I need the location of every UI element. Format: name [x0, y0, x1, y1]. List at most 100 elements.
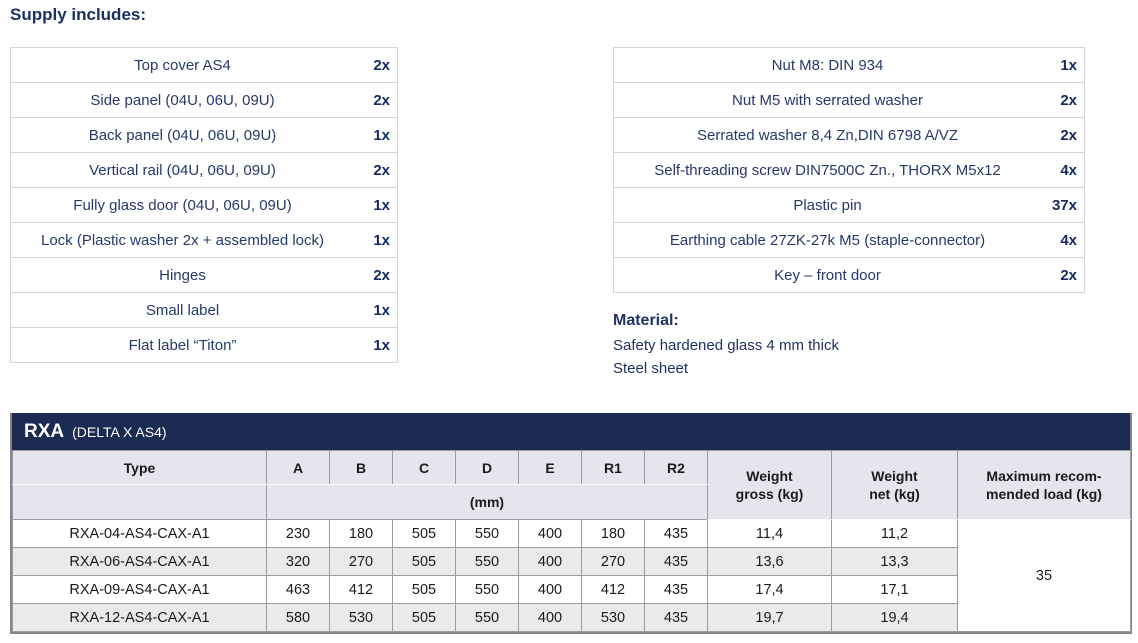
item-label: Lock (Plastic washer 2x + assembled lock…: [40, 231, 325, 249]
supply-row: Plastic pin 37x: [614, 188, 1084, 223]
cell-weight-net: 19,4: [831, 603, 958, 632]
empty-cell: [12, 484, 267, 520]
item-qty: 2x: [373, 91, 390, 109]
cell-d: 550: [455, 575, 519, 604]
cell-r1: 530: [581, 603, 645, 632]
item-qty: 4x: [1060, 161, 1077, 179]
item-label: Top cover AS4: [134, 56, 231, 74]
supply-row: Top cover AS4 2x: [11, 48, 397, 83]
cell-r2: 435: [644, 603, 708, 632]
col-header-r1: R1: [581, 450, 645, 485]
material-line: Steel sheet: [613, 360, 689, 377]
unit-label-mm: (mm): [266, 484, 708, 520]
item-qty: 37x: [1051, 196, 1077, 214]
col-header-weight-gross: Weight gross (kg): [707, 450, 832, 520]
item-qty: 4x: [1060, 231, 1077, 249]
cell-weight-gross: 11,4: [707, 519, 832, 548]
col-header-a: A: [266, 450, 330, 485]
material-section: Material: Safety hardened glass 4 mm thi…: [613, 312, 839, 380]
item-label: Nut M5 with serrated washer: [732, 91, 923, 109]
supply-row: Key – front door 2x: [614, 258, 1084, 292]
item-label: Earthing cable 27ZK-27k M5 (staple-conne…: [669, 231, 986, 249]
cell-a: 230: [266, 519, 330, 548]
cell-r2: 435: [644, 575, 708, 604]
spec-table: Type A B C D E R1 R2 Weight gross (kg) W…: [12, 450, 1131, 632]
cell-weight-gross: 19,7: [707, 603, 832, 632]
supply-row: Hinges 2x: [11, 258, 397, 293]
item-label: Serrated washer 8,4 Zn,DIN 6798 A/VZ: [697, 126, 958, 144]
item-qty: 2x: [1060, 91, 1077, 109]
cell-max-load: 35: [957, 519, 1131, 632]
cell-r1: 412: [581, 575, 645, 604]
item-label: Nut M8: DIN 934: [771, 56, 884, 74]
table-row: RXA-04-AS4-CAX-A1 230 180 505 550 400 18…: [12, 519, 1131, 632]
series-title: RXA: [24, 421, 65, 442]
item-label: Small label: [145, 301, 220, 319]
material-line: Safety hardened glass 4 mm thick: [613, 337, 839, 354]
spec-table-title-bar: RXA (DELTA X AS4): [12, 413, 1130, 450]
table-row: RXA-12-AS4-CAX-A1 580 530 505 550 400 53…: [12, 603, 1131, 632]
cell-r2: 435: [644, 519, 708, 548]
supply-list-right: Nut M8: DIN 934 1x Nut M5 with serrated w…: [613, 47, 1085, 293]
item-qty: 1x: [1060, 56, 1077, 74]
item-qty: 1x: [373, 301, 390, 319]
col-header-c: C: [392, 450, 456, 485]
col-header-max-load: Maximum recom- mended load (kg): [957, 450, 1131, 520]
cell-weight-net: 11,2: [831, 519, 958, 548]
item-label: Self-threading screw DIN7500C Zn., THORX…: [654, 161, 1001, 179]
cell-a: 580: [266, 603, 330, 632]
cell-type: RXA-09-AS4-CAX-A1: [12, 575, 267, 604]
spec-table-section: RXA (DELTA X AS4) Type A B C D E R1 R2 W…: [10, 413, 1132, 634]
cell-b: 530: [329, 603, 393, 632]
supply-row: Nut M5 with serrated washer 2x: [614, 83, 1084, 118]
item-qty: 2x: [373, 266, 390, 284]
col-header-d: D: [455, 450, 519, 485]
cell-a: 463: [266, 575, 330, 604]
col-header-type: Type: [12, 450, 267, 485]
supply-row: Fully glass door (04U, 06U, 09U) 1x: [11, 188, 397, 223]
cell-b: 412: [329, 575, 393, 604]
item-qty: 2x: [1060, 126, 1077, 144]
cell-weight-net: 13,3: [831, 547, 958, 576]
supply-list-left: Top cover AS4 2x Side panel (04U, 06U, 09…: [10, 47, 398, 363]
item-qty: 1x: [373, 126, 390, 144]
supply-includes-heading: Supply includes:: [10, 5, 147, 24]
supply-row: Lock (Plastic washer 2x + assembled lock…: [11, 223, 397, 258]
supply-row: Earthing cable 27ZK-27k M5 (staple-conne…: [614, 223, 1084, 258]
cell-d: 550: [455, 519, 519, 548]
item-label: Key – front door: [774, 266, 881, 284]
cell-c: 505: [392, 547, 456, 576]
series-subtitle: (DELTA X AS4): [72, 424, 167, 440]
cell-c: 505: [392, 519, 456, 548]
cell-e: 400: [518, 575, 582, 604]
cell-type: RXA-04-AS4-CAX-A1: [12, 519, 267, 548]
cell-e: 400: [518, 547, 582, 576]
supply-row: Nut M8: DIN 934 1x: [614, 48, 1084, 83]
item-qty: 1x: [373, 336, 390, 354]
cell-type: RXA-12-AS4-CAX-A1: [12, 603, 267, 632]
table-row: RXA-06-AS4-CAX-A1 320 270 505 550 400 27…: [12, 547, 1131, 576]
cell-c: 505: [392, 575, 456, 604]
item-label: Back panel (04U, 06U, 09U): [88, 126, 277, 144]
cell-r1: 270: [581, 547, 645, 576]
supply-row: Flat label “Titon” 1x: [11, 328, 397, 362]
item-qty: 1x: [373, 196, 390, 214]
cell-d: 550: [455, 547, 519, 576]
material-heading: Material:: [613, 312, 679, 329]
cell-r1: 180: [581, 519, 645, 548]
cell-r2: 435: [644, 547, 708, 576]
cell-weight-net: 17,1: [831, 575, 958, 604]
supply-row: Self-threading screw DIN7500C Zn., THORX…: [614, 153, 1084, 188]
col-header-e: E: [518, 450, 582, 485]
item-qty: 1x: [373, 231, 390, 249]
cell-c: 505: [392, 603, 456, 632]
cell-weight-gross: 13,6: [707, 547, 832, 576]
item-label: Hinges: [159, 266, 206, 284]
item-qty: 2x: [373, 161, 390, 179]
item-label: Vertical rail (04U, 06U, 09U): [89, 161, 276, 179]
header-row: Type A B C D E R1 R2 Weight gross (kg) W…: [12, 450, 1131, 520]
cell-e: 400: [518, 519, 582, 548]
cell-type: RXA-06-AS4-CAX-A1: [12, 547, 267, 576]
item-label: Flat label “Titon”: [128, 336, 237, 354]
item-qty: 2x: [1060, 266, 1077, 284]
